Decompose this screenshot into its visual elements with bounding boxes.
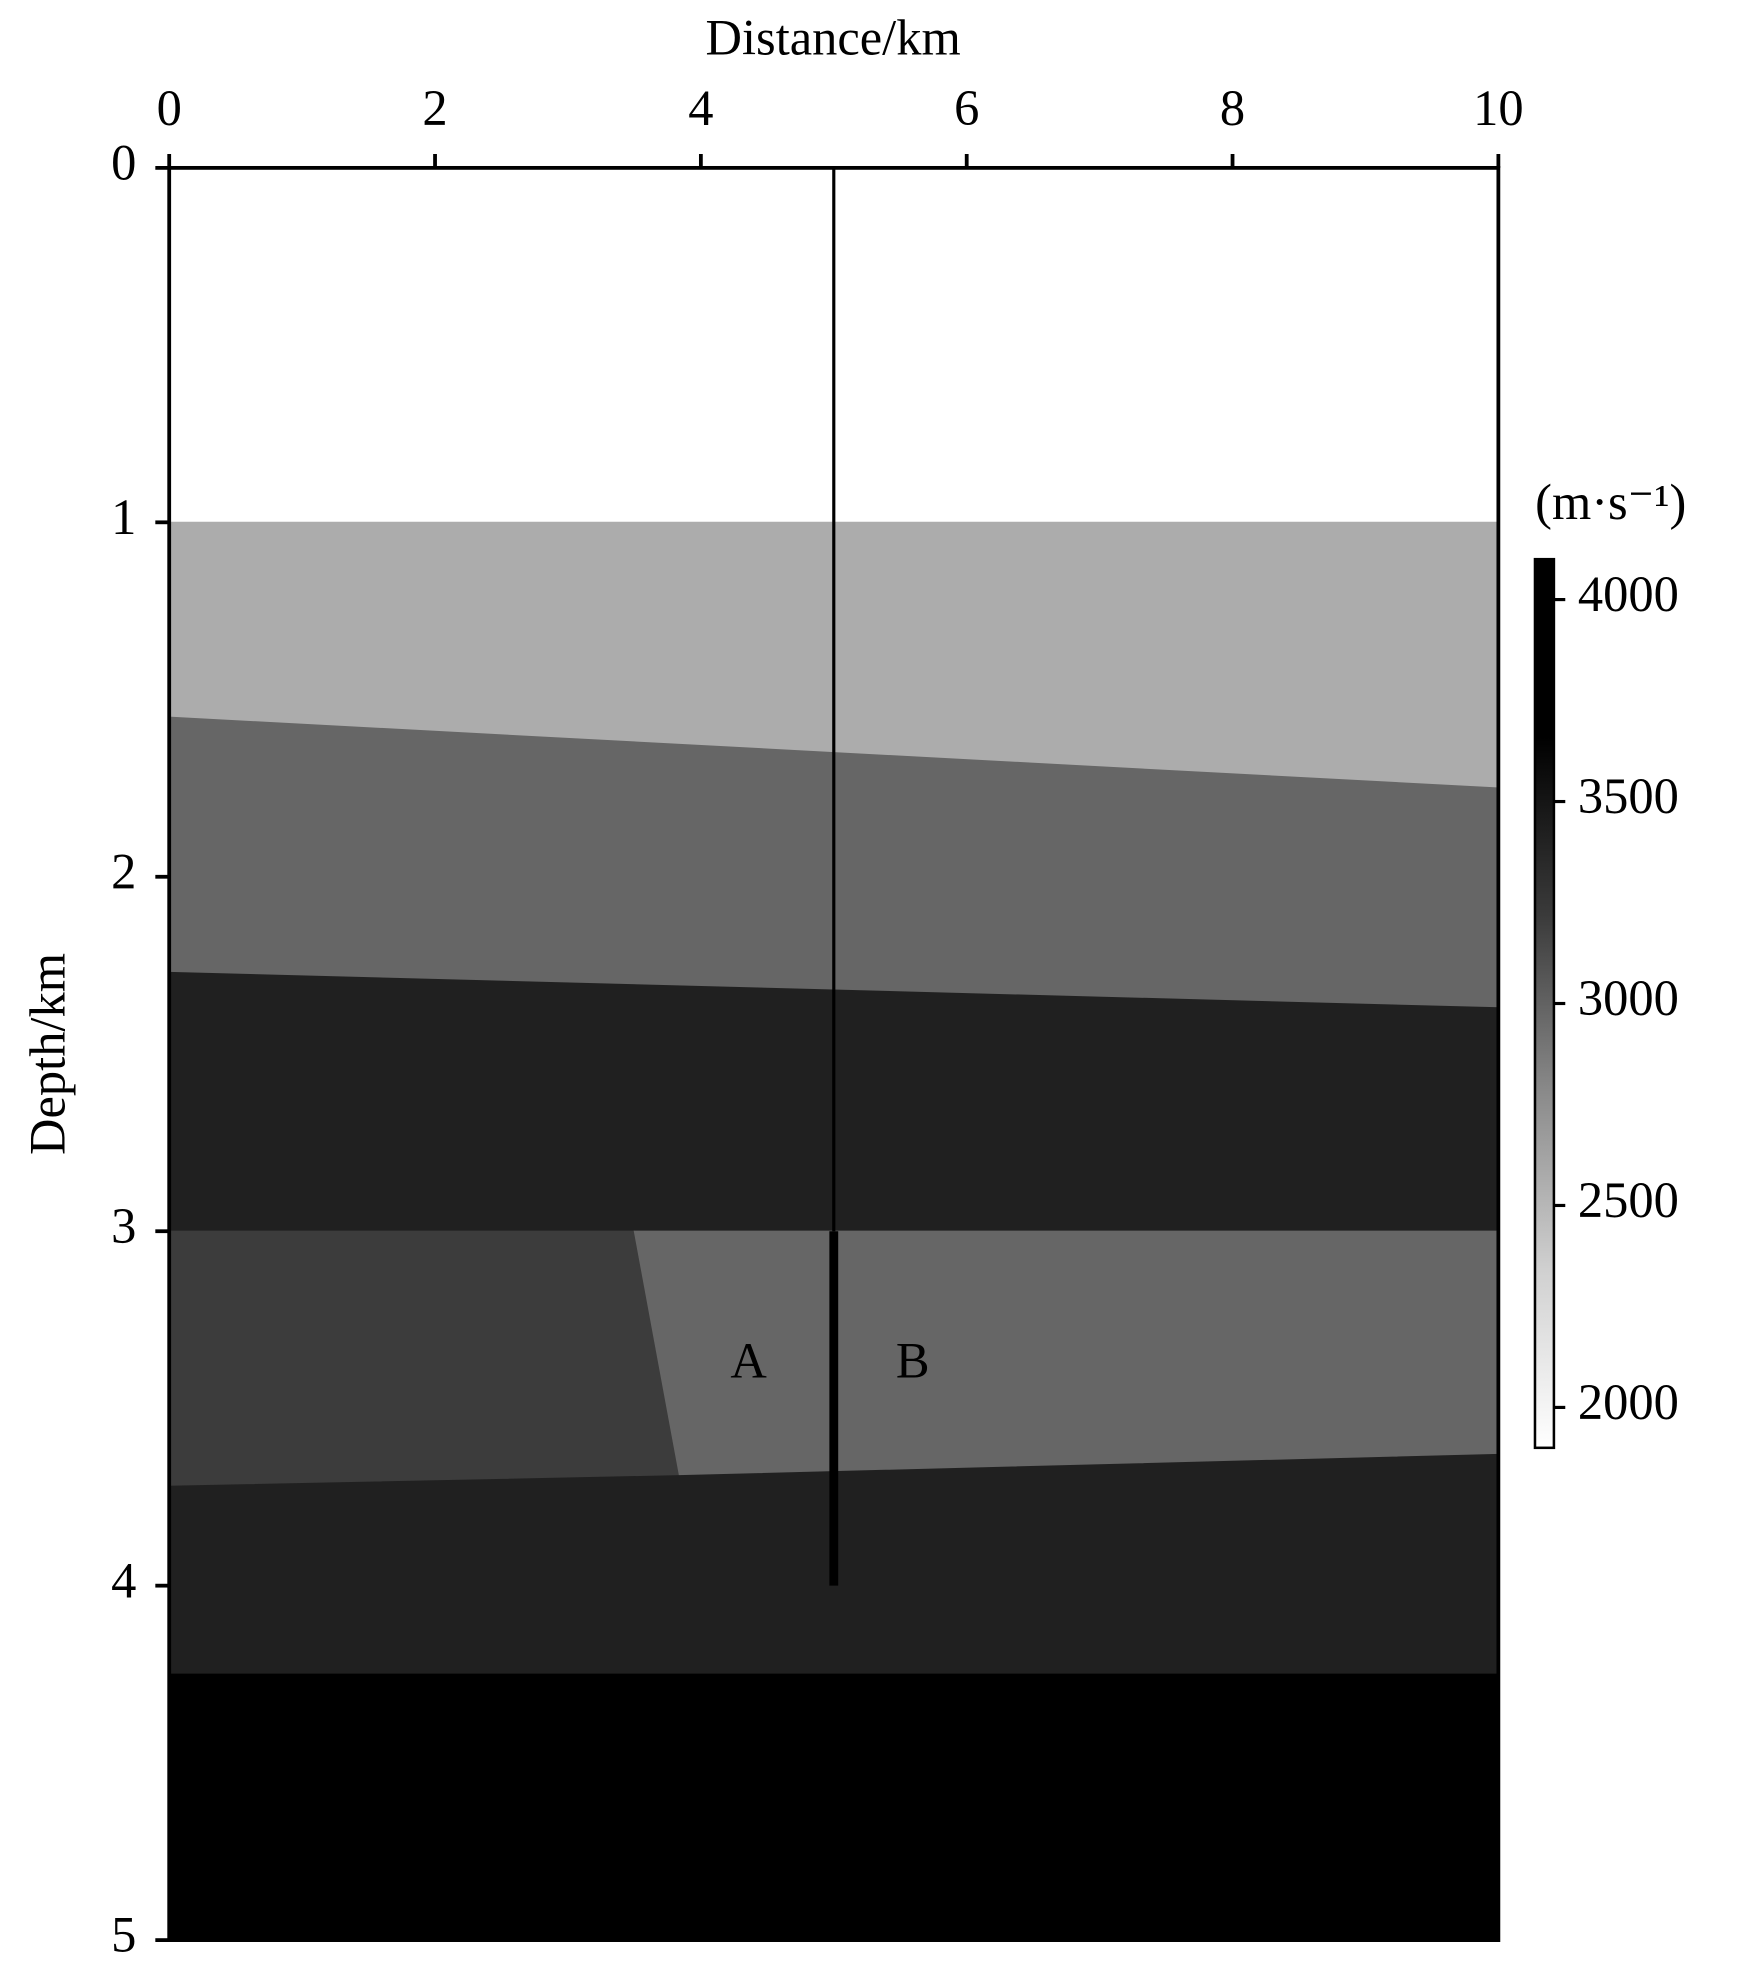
colorbar [1533,557,1556,1450]
colorbar-label: (m·s⁻¹) [1535,474,1686,530]
y-tick-label: 0 [111,134,136,190]
x-tick-label: 2 [422,80,447,136]
colorbar-tick-label: 3500 [1578,768,1679,824]
y-tick-label: 3 [111,1198,136,1254]
x-axis-label: Distance/km [706,10,961,66]
plot-frame [167,165,1501,1942]
annotation: B [896,1332,930,1388]
annotation: A [730,1332,767,1388]
y-tick-label: 5 [111,1907,136,1963]
x-tick-label: 10 [1473,80,1523,136]
x-tick-label: 4 [688,80,713,136]
y-tick-label: 1 [111,489,136,545]
colorbar-tick-label: 2500 [1578,1172,1679,1228]
x-tick-label: 0 [157,80,182,136]
velocity-layer [168,1230,681,1488]
colorbar-tick-label: 4000 [1578,566,1679,622]
y-tick-label: 4 [111,1552,136,1608]
y-tick-label: 2 [111,843,136,899]
colorbar-tick-label: 2000 [1578,1374,1679,1430]
y-axis-label: Depth/km [20,953,76,1155]
colorbar-tick-label: 3000 [1578,970,1679,1026]
x-tick-label: 6 [954,80,979,136]
x-tick-label: 8 [1220,80,1245,136]
velocity-layer [168,1673,1500,1941]
